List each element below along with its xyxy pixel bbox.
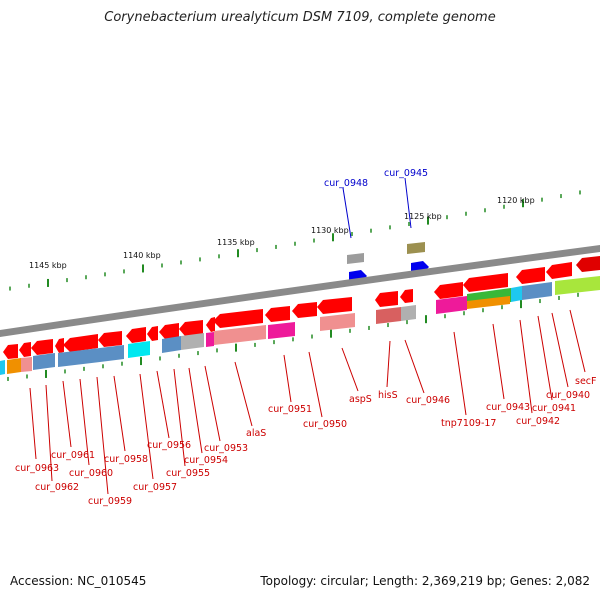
gene-label-tnp7109-17: tnp7109-17	[441, 418, 496, 429]
gene-label-hisS: hisS	[378, 390, 398, 401]
scale-label-1135: 1135 kbp	[217, 238, 255, 247]
gene-label-cur-0943: cur_0943	[486, 402, 530, 413]
top-label-cur-0948: cur_0948	[324, 178, 368, 189]
inner-ticks	[7, 292, 579, 381]
leader-cur-0948	[342, 187, 352, 239]
gene-label-cur-0953: cur_0953	[204, 443, 248, 454]
gene-label-cur-0960: cur_0960	[69, 468, 113, 479]
gene-label-cur-0963: cur_0963	[15, 463, 59, 474]
gene-label-cur-0957: cur_0957	[133, 482, 177, 493]
leader-cur-0945	[404, 177, 412, 229]
gene-label-secF: secF	[575, 376, 596, 387]
gene-labels: cur_0963 cur_0962 cur_0961 cur_0960 cur_…	[15, 376, 596, 507]
gene-label-alaS: alaS	[246, 428, 266, 439]
topology-text: Topology: circular; Length: 2,369,219 bp…	[260, 574, 590, 588]
gene-label-cur-0962: cur_0962	[35, 482, 79, 493]
reverse-genes	[3, 256, 600, 359]
gene-label-cur-0951: cur_0951	[268, 404, 312, 415]
gene-leaders	[29, 309, 586, 495]
scale-ticks	[9, 190, 581, 291]
gene-label-cur-0958: cur_0958	[104, 454, 148, 465]
accession-text: Accession: NC_010545	[10, 574, 147, 588]
top-label-cur-0945: cur_0945	[384, 168, 428, 179]
scale-label-1120: 1120 kbp	[497, 196, 535, 205]
scale-label-1130: 1130 kbp	[311, 226, 349, 235]
scale-label-1145: 1145 kbp	[29, 261, 67, 270]
gene-label-cur-0946: cur_0946	[406, 395, 450, 406]
genome-backbone	[0, 245, 600, 337]
gene-olive-box	[407, 242, 425, 254]
gene-label-cur-0942: cur_0942	[516, 416, 560, 427]
gene-gray-box-1	[347, 253, 364, 264]
gene-label-cur-0954: cur_0954	[184, 455, 228, 466]
gene-label-cur-0941: cur_0941	[532, 403, 576, 414]
scale-label-1125: 1125 kbp	[404, 212, 442, 221]
gene-label-cur-0940: cur_0940	[546, 390, 590, 401]
gene-label-cur-0955: cur_0955	[166, 468, 210, 479]
scale-label-1140: 1140 kbp	[123, 251, 161, 260]
gene-label-cur-0950: cur_0950	[303, 419, 347, 430]
gene-label-cur-0956: cur_0956	[147, 440, 191, 451]
gene-label-cur-0959: cur_0959	[88, 496, 132, 507]
map-title: Corynebacterium urealyticum DSM 7109, co…	[104, 10, 496, 25]
gene-label-aspS: aspS	[349, 394, 372, 405]
cog-track	[0, 276, 600, 375]
gene-label-cur-0961: cur_0961	[51, 450, 95, 461]
